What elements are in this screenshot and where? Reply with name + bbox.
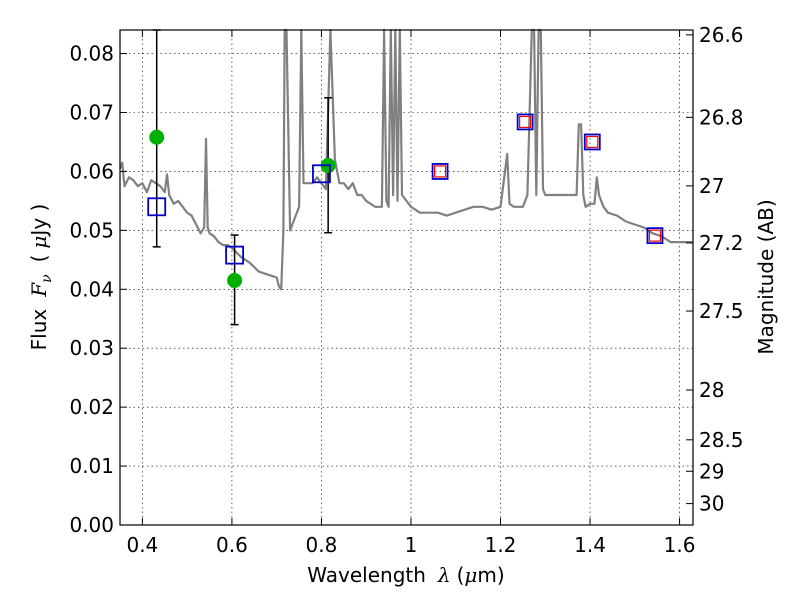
model-photometry-inner-square [519, 115, 532, 129]
y-axis-ticks: 0.00 0.01 0.02 0.03 0.04 0.05 0.06 0.07 0.08 [69, 42, 127, 537]
y-tick-label: 0.07 [69, 101, 114, 125]
model-photometry-square [516, 113, 534, 131]
y-tick-label: 0.03 [69, 336, 114, 360]
y2-tick-label: 26.6 [699, 23, 744, 47]
y2-tick-label: 27.2 [699, 231, 744, 255]
x-axis-ticks: 0.4 0.6 0.8 1 1.2 1.4 1.6 [126, 30, 695, 557]
model-photometry-square [646, 227, 664, 245]
model-photometry-square [312, 164, 331, 184]
y-tick-label: 0.04 [69, 277, 114, 301]
x-tick-label: 1.6 [664, 533, 696, 557]
y-tick-label: 0.06 [69, 159, 114, 183]
model-photometry-inner-square [586, 135, 599, 149]
y-tick-label: 0.05 [69, 218, 114, 242]
y-tick-label: 0.01 [69, 454, 114, 478]
y-tick-label: 0.08 [69, 42, 114, 66]
x-tick-label: 0.8 [306, 533, 338, 557]
y-axis-label: FluxFν(μJy ) [27, 204, 55, 351]
x-tick-label: 0.6 [216, 533, 248, 557]
observed-point [227, 272, 243, 288]
plot-frame [119, 29, 694, 526]
y2-axis-ticks: 26.6 26.8 27 27.2 27.5 28 28.5 29 30 [686, 23, 744, 516]
model-spectrum [118, 28, 693, 291]
x-axis-label: Wavelength λ (μm) [307, 563, 504, 587]
y-tick-label: 0.02 [69, 395, 114, 419]
y2-tick-label: 27.5 [699, 299, 744, 323]
x-tick-label: 0.4 [126, 533, 158, 557]
model-photometry [147, 113, 664, 265]
y2-tick-label: 29 [699, 459, 724, 483]
y-tick-label: 0.00 [69, 513, 114, 537]
x-tick-label: 1 [405, 533, 418, 557]
observed-point [149, 129, 165, 145]
y2-tick-label: 26.8 [699, 105, 744, 129]
model-photometry-square [583, 133, 601, 151]
y2-tick-label: 30 [699, 492, 724, 516]
model-photometry-square [431, 163, 449, 180]
y2-tick-label: 28.5 [699, 428, 744, 452]
plot-background [120, 30, 693, 525]
y2-axis-label: Magnitude (AB) [754, 199, 778, 354]
y2-tick-label: 28 [699, 378, 724, 402]
model-photometry-square [147, 197, 167, 217]
x-tick-label: 1.4 [574, 533, 606, 557]
model-photometry-inner-square [648, 229, 662, 242]
model-photometry-inner-square [433, 165, 447, 178]
spectrum-line [118, 28, 693, 291]
model-photometry-square [225, 245, 245, 265]
x-tick-label: 1.2 [485, 533, 517, 557]
y2-tick-label: 27 [699, 174, 724, 198]
